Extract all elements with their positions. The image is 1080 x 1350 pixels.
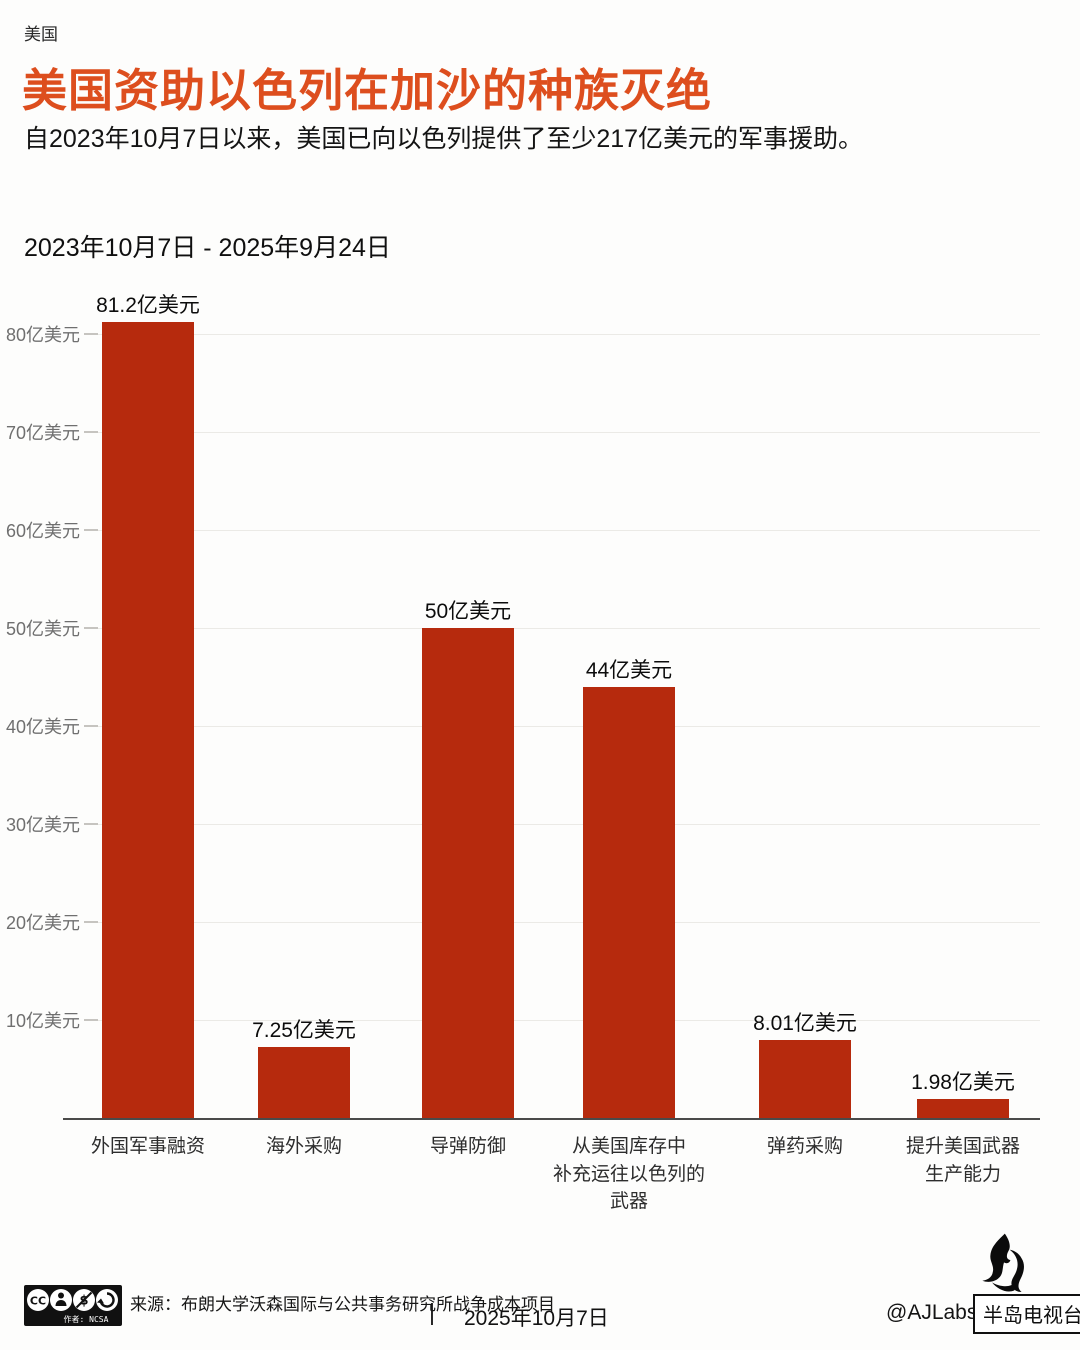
y-tick-label: 20亿美元	[5, 913, 80, 933]
gridline	[85, 726, 1040, 727]
footer-date: 2025年10月7日	[464, 1307, 609, 1330]
y-axis-tick	[84, 529, 98, 531]
bar-value-label: 44亿美元	[585, 658, 673, 682]
gridline	[85, 530, 1040, 531]
cc-license-badge: CC $ 作者: NCSA	[24, 1285, 122, 1326]
source-label: 来源：布朗大学沃森国际与公共事务研究所战争成本项目	[130, 1295, 555, 1314]
gridline	[85, 334, 1040, 335]
bar-value-label: 7.25亿美元	[252, 1018, 356, 1042]
page-subtitle: 自2023年10月7日以来，美国已向以色列提供了至少217亿美元的军事援助。	[24, 125, 864, 153]
gridline	[85, 432, 1040, 433]
credit-handle: @AJLabs	[886, 1301, 978, 1324]
bar	[102, 322, 194, 1118]
y-tick-label: 70亿美元	[5, 423, 80, 443]
nc-dollar-icon: $	[73, 1289, 95, 1311]
aljazeera-flame-logo-icon	[982, 1233, 1024, 1292]
kicker: 美国	[24, 25, 58, 44]
page-title: 美国资助以色列在加沙的种族灭绝	[22, 65, 713, 116]
bar	[583, 686, 675, 1118]
date-range-label: 2023年10月7日 - 2025年9月24日	[24, 234, 391, 262]
y-axis-tick	[84, 921, 98, 923]
x-axis-category-label: 提升美国武器 生产能力	[905, 1136, 1021, 1185]
footer-separator: |	[429, 1299, 435, 1325]
bar-value-label: 8.01亿美元	[753, 1011, 857, 1035]
y-axis-tick	[84, 725, 98, 727]
x-axis-category-label: 从美国库存中 补充运往以色列的 武器	[552, 1136, 706, 1213]
x-axis-category-label: 导弹防御	[429, 1136, 507, 1157]
x-axis-category-label: 弹药采购	[766, 1136, 844, 1157]
y-tick-label: 30亿美元	[5, 815, 80, 835]
x-axis-category-label: 外国军事融资	[90, 1136, 206, 1157]
gridline	[85, 1020, 1040, 1021]
bar-value-label: 81.2亿美元	[96, 294, 200, 318]
y-axis-tick	[84, 1019, 98, 1021]
svg-text:CC: CC	[30, 1295, 46, 1308]
y-axis-tick	[84, 333, 98, 335]
y-tick-label: 40亿美元	[5, 717, 80, 737]
gridline	[85, 628, 1040, 629]
gridline	[85, 922, 1040, 923]
bar-value-label: 50亿美元	[424, 600, 512, 623]
bar-value-label: 1.98亿美元	[911, 1070, 1015, 1094]
y-tick-label: 60亿美元	[5, 521, 80, 541]
y-axis-tick	[84, 431, 98, 433]
x-axis-category-label: 海外采购	[265, 1136, 343, 1157]
bar	[258, 1046, 350, 1118]
x-axis-line	[63, 1118, 1040, 1120]
bar	[422, 628, 514, 1118]
y-tick-label: 10亿美元	[5, 1011, 80, 1031]
sa-arrow-icon	[96, 1289, 118, 1311]
y-tick-label: 50亿美元	[5, 619, 80, 639]
license-caption: 作者: NCSA	[64, 1314, 109, 1324]
by-person-icon	[50, 1289, 72, 1311]
bar	[759, 1039, 851, 1118]
cc-icon: CC	[27, 1289, 49, 1311]
brand-badge: 半岛电视台	[973, 1294, 1080, 1334]
gridline	[85, 824, 1040, 825]
y-axis-tick	[84, 627, 98, 629]
y-tick-label: 80亿美元	[5, 325, 80, 345]
y-axis-tick	[84, 823, 98, 825]
bar	[917, 1098, 1009, 1118]
